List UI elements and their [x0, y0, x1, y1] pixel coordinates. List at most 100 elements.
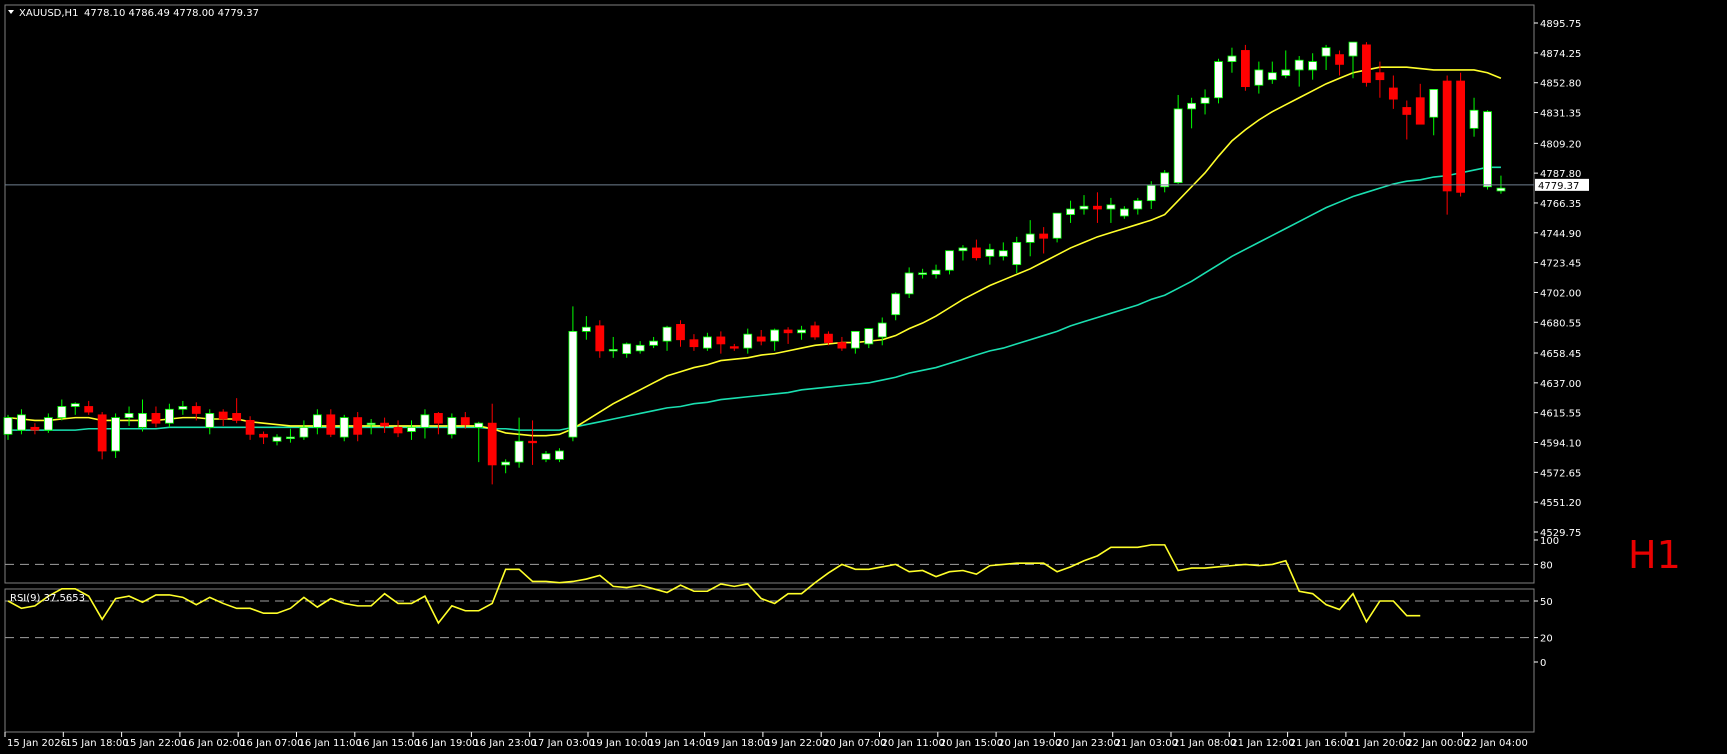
candle-body[interactable] — [756, 336, 766, 342]
candle-body[interactable] — [1012, 241, 1022, 266]
candle-body[interactable] — [43, 417, 53, 431]
candle-body[interactable] — [1146, 184, 1156, 202]
candle-body[interactable] — [797, 329, 806, 334]
candle-body[interactable] — [1254, 69, 1264, 86]
candle-body[interactable] — [30, 426, 40, 431]
main-price-panel[interactable] — [4, 4, 1535, 584]
candle-body[interactable] — [433, 413, 443, 424]
candle-body[interactable] — [286, 436, 295, 439]
candle-body[interactable] — [17, 414, 26, 431]
candle-body[interactable] — [1308, 61, 1318, 71]
candle-body[interactable] — [864, 328, 874, 345]
candle-body[interactable] — [312, 414, 322, 428]
candle-body[interactable] — [904, 272, 914, 295]
candle-body[interactable] — [191, 406, 201, 414]
candle-body[interactable] — [1281, 69, 1291, 76]
candle-body[interactable] — [164, 408, 174, 424]
candle-body[interactable] — [541, 453, 551, 460]
candle-body[interactable] — [568, 330, 578, 438]
candle-body[interactable] — [1052, 212, 1062, 239]
candle-body[interactable] — [326, 414, 336, 435]
candle-body[interactable] — [1214, 61, 1223, 99]
candle-body[interactable] — [1160, 172, 1170, 188]
candle-body[interactable] — [729, 346, 739, 349]
candle-body[interactable] — [1415, 97, 1425, 125]
candle-body[interactable] — [299, 426, 309, 438]
candle-body[interactable] — [138, 413, 147, 428]
candle-body[interactable] — [1025, 233, 1035, 243]
candle-body[interactable] — [703, 336, 712, 349]
candle-body[interactable] — [272, 436, 282, 442]
candle-body[interactable] — [57, 406, 67, 419]
candle-body[interactable] — [245, 419, 255, 435]
candle-body[interactable] — [945, 250, 954, 271]
candle-body[interactable] — [783, 329, 793, 334]
candle-body[interactable] — [877, 322, 887, 338]
candle-body[interactable] — [972, 247, 981, 259]
candle-body[interactable] — [1294, 59, 1304, 71]
candle-body[interactable] — [743, 333, 753, 349]
candle-body[interactable] — [1335, 54, 1344, 65]
candle-body[interactable] — [501, 461, 511, 466]
candle-body[interactable] — [931, 269, 941, 275]
candle-body[interactable] — [676, 324, 685, 341]
candle-body[interactable] — [595, 325, 605, 352]
candle-body[interactable] — [716, 336, 726, 345]
candle-body[interactable] — [474, 422, 484, 428]
candle-body[interactable] — [958, 247, 968, 252]
candle-body[interactable] — [1267, 72, 1277, 81]
candle-body[interactable] — [111, 417, 120, 452]
candle-body[interactable] — [1442, 80, 1452, 192]
candle-body[interactable] — [837, 342, 847, 349]
candle-body[interactable] — [1241, 50, 1250, 88]
candle-body[interactable] — [1402, 107, 1412, 115]
candle-body[interactable] — [689, 339, 699, 348]
candle-body[interactable] — [1375, 72, 1385, 81]
candle-body[interactable] — [514, 440, 524, 463]
rsi-panel[interactable] — [4, 588, 1535, 733]
candle-body[interactable] — [1456, 80, 1465, 193]
candle-body[interactable] — [1173, 108, 1183, 183]
candle-body[interactable] — [891, 293, 901, 316]
candle-body[interactable] — [1227, 55, 1237, 62]
candle-body[interactable] — [1093, 205, 1102, 210]
candle-body[interactable] — [1066, 208, 1075, 215]
candle-body[interactable] — [918, 272, 927, 275]
candle-body[interactable] — [366, 422, 376, 426]
candle-body[interactable] — [824, 333, 833, 343]
candle-body[interactable] — [178, 406, 188, 410]
candle-body[interactable] — [1362, 44, 1371, 83]
candle-body[interactable] — [232, 413, 242, 421]
candle-body[interactable] — [353, 417, 363, 435]
candle-body[interactable] — [218, 411, 228, 420]
candle-body[interactable] — [407, 426, 416, 432]
candle-body[interactable] — [649, 340, 658, 346]
candle-body[interactable] — [998, 250, 1008, 257]
candle-body[interactable] — [124, 413, 134, 419]
candle-body[interactable] — [850, 330, 860, 349]
candle-body[interactable] — [84, 406, 94, 413]
collapse-triangle-icon[interactable] — [8, 10, 14, 14]
candle-body[interactable] — [1200, 97, 1210, 104]
candle-body[interactable] — [1496, 187, 1506, 192]
candle-body[interactable] — [770, 329, 780, 342]
candle-body[interactable] — [460, 417, 470, 425]
candle-body[interactable] — [1469, 109, 1479, 129]
candle-body[interactable] — [1429, 89, 1439, 118]
candle-body[interactable] — [528, 440, 537, 444]
candle-body[interactable] — [1133, 200, 1143, 210]
candle-body[interactable] — [487, 422, 497, 466]
candle-body[interactable] — [622, 343, 632, 355]
candle-body[interactable] — [205, 413, 215, 428]
candle-body[interactable] — [1119, 208, 1129, 217]
candle-body[interactable] — [555, 450, 564, 460]
candle-body[interactable] — [259, 433, 268, 438]
candle-body[interactable] — [447, 417, 457, 435]
candle-body[interactable] — [608, 349, 618, 352]
candle-body[interactable] — [581, 326, 591, 332]
candle-body[interactable] — [1388, 87, 1398, 100]
candle-body[interactable] — [97, 414, 107, 452]
candle-body[interactable] — [420, 414, 430, 428]
candle-body[interactable] — [3, 417, 13, 435]
